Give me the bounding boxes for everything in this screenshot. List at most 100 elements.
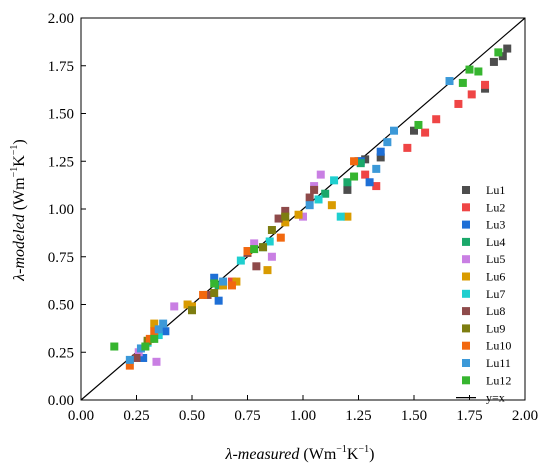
data-point <box>236 256 245 265</box>
data-point <box>343 212 352 221</box>
data-point <box>132 353 141 362</box>
data-point <box>141 342 150 351</box>
data-point <box>145 334 154 343</box>
legend-marker <box>462 203 470 212</box>
data-point <box>343 178 352 187</box>
data-point <box>252 262 261 271</box>
y-tick-label: 1.25 <box>48 154 74 170</box>
data-point <box>199 290 208 299</box>
legend-marker <box>462 186 470 194</box>
legend-marker <box>462 376 470 385</box>
data-point <box>350 172 359 181</box>
data-point <box>219 277 228 286</box>
legend-label: Lu7 <box>486 287 505 301</box>
legend-label: Lu12 <box>486 373 511 387</box>
data-point <box>383 138 392 147</box>
data-point <box>210 279 219 288</box>
data-point <box>161 327 170 336</box>
data-point <box>467 90 476 99</box>
series-lu6 <box>150 201 352 328</box>
series-lu4 <box>214 159 365 290</box>
data-point <box>321 189 330 198</box>
data-point <box>263 266 272 275</box>
legend-marker <box>462 324 470 333</box>
y-tick-label: 1.50 <box>48 107 74 123</box>
legend-label: Lu10 <box>486 339 511 353</box>
data-point <box>421 128 430 137</box>
y-tick-label: 1.75 <box>48 59 74 75</box>
data-point <box>250 245 259 254</box>
data-point <box>299 212 307 221</box>
data-point <box>403 143 412 152</box>
data-point <box>445 77 454 86</box>
legend-label: Lu3 <box>486 218 505 232</box>
data-point <box>152 357 161 366</box>
data-point <box>356 159 365 168</box>
x-tick-label: 1.75 <box>456 408 482 424</box>
data-point <box>136 344 145 353</box>
data-point <box>498 52 507 61</box>
data-point <box>390 126 399 135</box>
data-point <box>361 170 370 179</box>
x-tick-label: 0.75 <box>234 408 260 424</box>
legend-marker <box>462 272 470 281</box>
x-axis-title: λ-measured (Wm−1K−1) <box>225 444 375 463</box>
x-tick-label: 2.00 <box>512 408 538 424</box>
data-point <box>243 247 252 256</box>
data-point <box>154 325 163 334</box>
data-point <box>327 201 336 210</box>
series-lu11 <box>125 77 454 364</box>
data-point <box>125 355 134 364</box>
data-point <box>267 252 276 261</box>
data-point <box>110 342 119 351</box>
series-lu2 <box>227 80 490 286</box>
data-point <box>458 78 467 87</box>
data-point <box>372 182 381 191</box>
data-point <box>330 176 339 185</box>
data-point <box>310 185 319 194</box>
x-tick-label: 1.50 <box>401 408 427 424</box>
y-tick-label: 0.25 <box>48 345 74 361</box>
series-lu10 <box>125 157 359 370</box>
data-point <box>214 296 223 305</box>
data-point <box>150 319 159 328</box>
data-point <box>274 214 283 223</box>
data-point <box>414 120 423 129</box>
data-point <box>314 195 323 204</box>
data-point <box>250 239 259 248</box>
data-point <box>170 302 179 311</box>
data-point <box>494 48 503 57</box>
x-tick-label: 1.00 <box>290 408 316 424</box>
data-point <box>350 157 359 166</box>
data-point <box>432 115 441 124</box>
data-point <box>305 193 314 202</box>
data-point <box>365 178 374 187</box>
legend-label: Lu11 <box>486 356 511 370</box>
data-point <box>281 212 290 221</box>
y-tick-label: 0.00 <box>48 393 74 409</box>
legend-label: Lu4 <box>486 235 505 249</box>
y-tick-label: 2.00 <box>48 11 74 27</box>
data-points <box>110 44 512 370</box>
data-point <box>188 306 196 315</box>
data-point <box>503 44 512 53</box>
legend-label: Lu6 <box>486 270 505 284</box>
legend-label: Lu1 <box>486 183 505 197</box>
data-point <box>281 218 290 227</box>
legend-marker <box>462 359 470 367</box>
data-point <box>265 237 274 246</box>
x-tick-label: 1.25 <box>345 408 371 424</box>
data-point <box>267 226 276 235</box>
data-point <box>361 155 370 164</box>
data-point <box>210 273 219 282</box>
data-point <box>454 99 463 108</box>
data-point <box>276 233 285 242</box>
data-point <box>305 201 314 210</box>
legend-label: Lu2 <box>486 200 505 214</box>
data-point <box>214 281 223 290</box>
legend-label: y=x <box>486 391 505 405</box>
x-tick-label: 0.50 <box>179 408 205 424</box>
data-point <box>150 327 159 336</box>
data-point <box>372 164 381 173</box>
